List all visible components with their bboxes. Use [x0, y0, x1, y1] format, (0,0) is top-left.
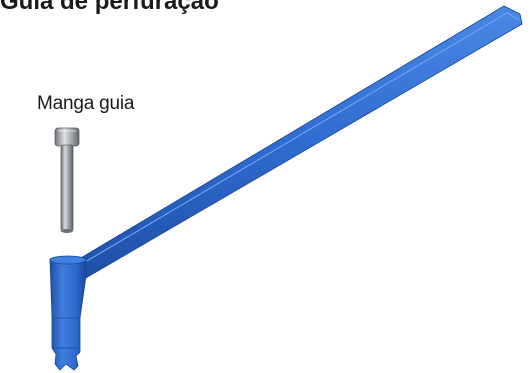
drill-guide [49, 5, 523, 371]
guide-sleeve-shaft [60, 144, 74, 232]
drill-guide-arm [73, 5, 523, 280]
drill-guide-tube-top [49, 255, 87, 265]
guide-sleeve-label: Manga guia [37, 93, 135, 114]
guide-sleeve-tip [61, 229, 73, 233]
guide-sleeve [54, 127, 80, 233]
drill-guide-tube [49, 258, 87, 371]
page-title: Guia de perfuração [0, 0, 219, 15]
